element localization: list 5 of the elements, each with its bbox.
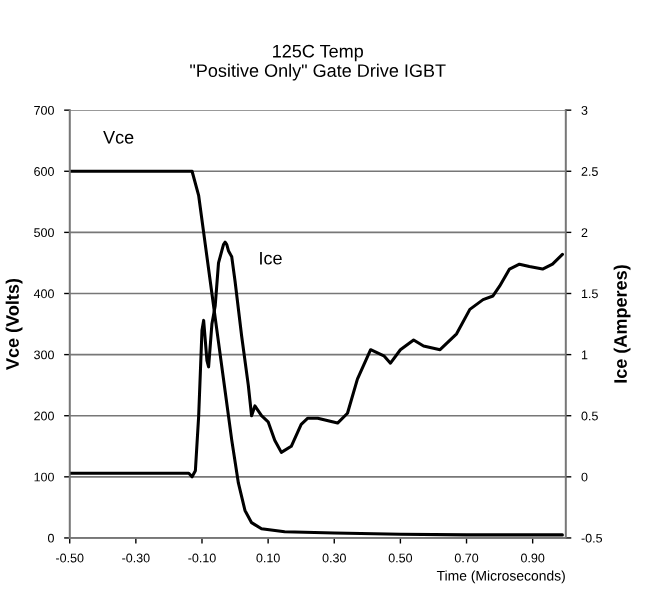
series-label: Vce [103,131,134,144]
y-axis-title: Vce (Volts) [5,278,23,370]
chart-title: 125C Temp "Positive Only" Gate Drive IGBT [190,44,446,81]
series-label: Ice [260,251,282,265]
y2-axis-title: Ice (Amperes) [613,265,631,383]
